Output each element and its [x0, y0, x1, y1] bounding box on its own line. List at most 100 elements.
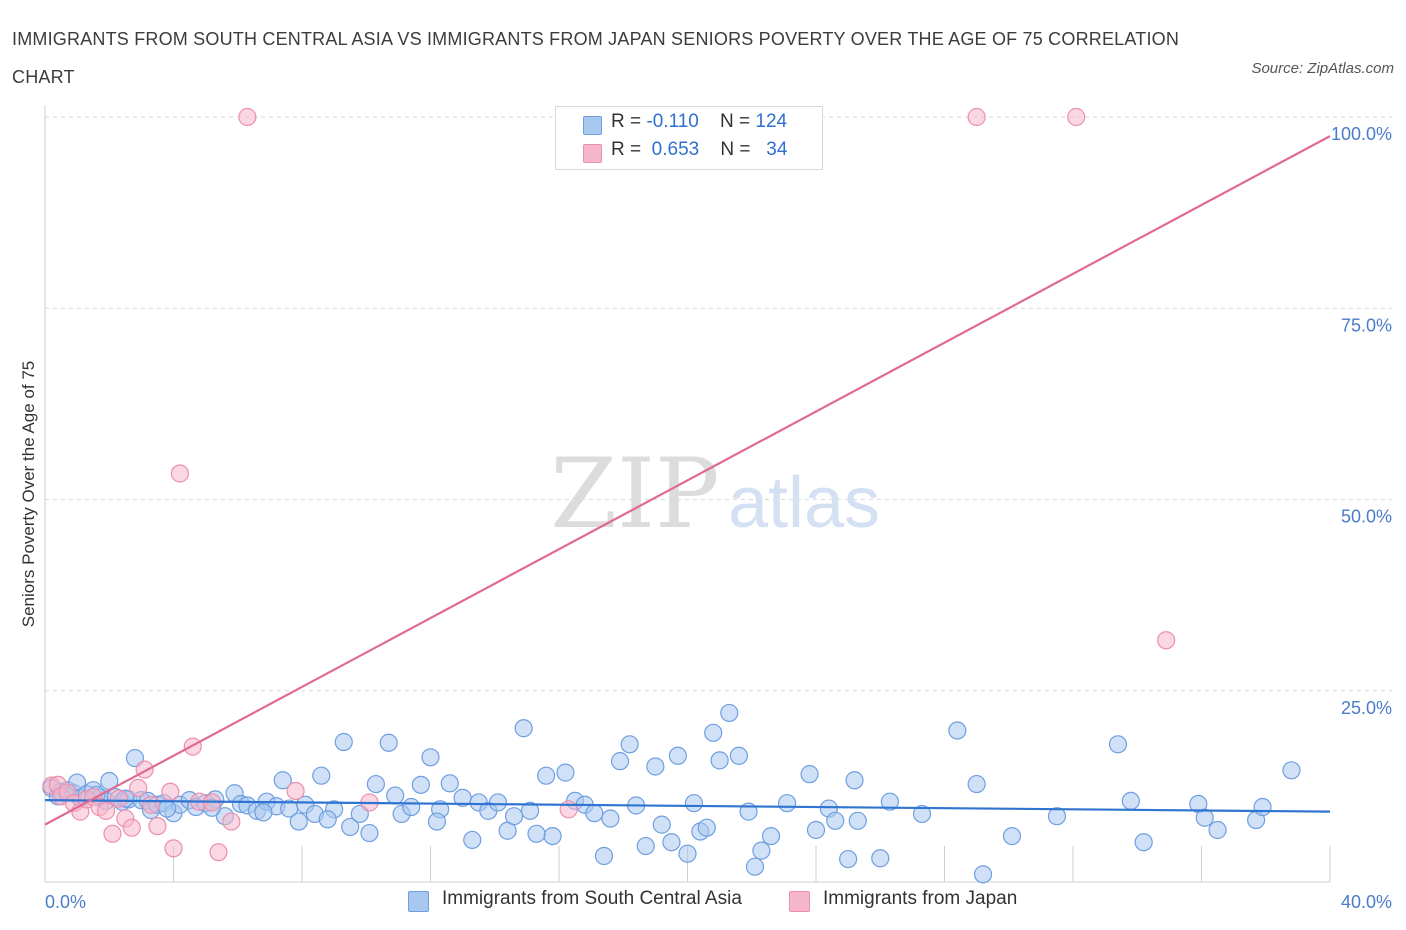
point-south-central-asia [1253, 797, 1272, 817]
point-south-central-asia [402, 797, 421, 817]
legend-r-value: 0.653 [651, 139, 700, 160]
point-south-central-asia [504, 807, 524, 826]
point-japan [148, 817, 167, 836]
point-south-central-asia [440, 774, 459, 793]
point-south-central-asia [777, 794, 797, 813]
bottom-legend-swatch-blue [408, 891, 429, 912]
legend-swatch-pink [583, 144, 602, 163]
point-japan [286, 781, 305, 801]
point-japan [238, 107, 257, 127]
point-south-central-asia [1108, 735, 1128, 754]
y-tick-label: 100.0% [1331, 124, 1392, 144]
point-south-central-asia [684, 794, 704, 813]
point-south-central-asia [366, 774, 385, 794]
watermark-zip: ZIP [550, 438, 719, 550]
point-south-central-asia [967, 774, 986, 794]
point-south-central-asia [341, 817, 360, 837]
point-south-central-asia [745, 857, 765, 876]
y-tick-label: 50.0% [1341, 507, 1392, 527]
point-south-central-asia [488, 793, 508, 812]
point-south-central-asia [839, 849, 858, 869]
point-south-central-asia [800, 765, 819, 784]
point-south-central-asia [360, 823, 379, 843]
point-south-central-asia [520, 801, 540, 820]
point-south-central-asia [1195, 808, 1214, 827]
point-south-central-asia [710, 751, 729, 770]
point-japan [109, 789, 128, 808]
x-tick-label: 40.0% [1341, 892, 1392, 912]
point-south-central-asia [646, 757, 665, 776]
point-japan [1067, 107, 1086, 127]
legend-r-label: R = [611, 111, 642, 132]
point-japan [103, 824, 122, 843]
legend-n-value: 34 [766, 139, 788, 160]
point-japan [559, 800, 578, 819]
point-south-central-asia [1208, 820, 1227, 840]
point-south-central-asia [720, 703, 739, 723]
point-south-central-asia [411, 775, 430, 794]
point-south-central-asia [845, 771, 864, 790]
legend-n-value: 124 [755, 111, 788, 132]
point-south-central-asia [514, 719, 533, 738]
legend-swatch-blue [583, 116, 602, 135]
point-south-central-asia [668, 746, 687, 765]
point-japan [170, 464, 190, 483]
legend-n-label: N = [719, 111, 751, 132]
point-south-central-asia [594, 846, 614, 866]
point-south-central-asia [427, 812, 447, 831]
point-japan [122, 818, 141, 837]
point-japan [141, 795, 161, 814]
point-south-central-asia [826, 811, 845, 830]
chart-title: IMMIGRANTS FROM SOUTH CENTRAL ASIA VS IM… [12, 29, 1180, 87]
point-south-central-asia [1282, 761, 1301, 780]
point-south-central-asia [662, 833, 681, 852]
trendline-japan [44, 135, 1331, 826]
y-axis-title: Seniors Poverty Over the Age of 75 [19, 361, 38, 627]
point-japan [1157, 631, 1176, 650]
watermark-atlas: atlas [728, 463, 880, 543]
point-south-central-asia [704, 723, 723, 742]
point-south-central-asia [585, 804, 604, 823]
x-tick-label: 0.0% [45, 892, 86, 912]
point-south-central-asia [527, 824, 546, 843]
point-south-central-asia [556, 763, 575, 782]
legend-r-label: R = [611, 139, 642, 160]
point-south-central-asia [871, 849, 890, 868]
point-south-central-asia [1047, 807, 1067, 826]
point-japan [209, 843, 228, 862]
point-japan [161, 782, 180, 801]
point-south-central-asia [601, 809, 620, 828]
legend-n-label: N = [720, 139, 751, 160]
source-label: Source: ZipAtlas.com [1251, 60, 1394, 77]
point-japan [129, 778, 148, 798]
point-south-central-asia [973, 865, 993, 884]
point-south-central-asia [678, 844, 697, 863]
point-japan [222, 812, 241, 831]
point-south-central-asia [273, 771, 292, 790]
point-south-central-asia [312, 766, 331, 785]
point-japan [164, 839, 183, 858]
point-south-central-asia [912, 804, 932, 824]
point-south-central-asia [729, 746, 749, 765]
point-south-central-asia [421, 748, 440, 767]
point-south-central-asia [1134, 833, 1153, 852]
point-south-central-asia [386, 786, 405, 805]
point-south-central-asia [610, 752, 630, 771]
bottom-legend-label: Immigrants from South Central Asia [442, 888, 742, 909]
point-south-central-asia [289, 812, 308, 831]
point-south-central-asia [334, 732, 353, 752]
bottom-legend-label: Immigrants from Japan [823, 888, 1018, 909]
point-japan [96, 801, 116, 820]
trendline-south-central-asia [44, 799, 1331, 813]
point-south-central-asia [761, 826, 781, 846]
point-south-central-asia [636, 836, 655, 856]
point-japan [967, 107, 986, 127]
y-tick-label: 75.0% [1341, 315, 1392, 335]
point-south-central-asia [948, 721, 967, 740]
point-south-central-asia [463, 830, 482, 850]
point-south-central-asia [157, 799, 177, 818]
bottom-legend-swatch-pink [789, 891, 810, 912]
point-south-central-asia [254, 803, 273, 822]
point-south-central-asia [848, 811, 867, 830]
